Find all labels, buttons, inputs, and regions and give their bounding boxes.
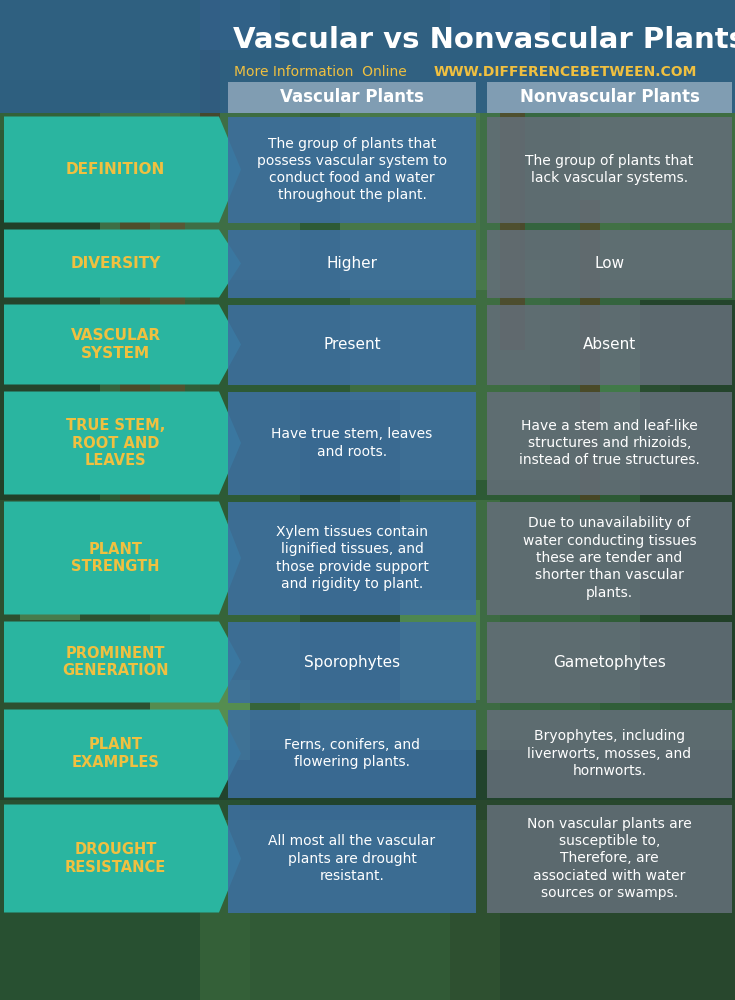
Text: PLANT
STRENGTH: PLANT STRENGTH xyxy=(71,542,159,574)
FancyBboxPatch shape xyxy=(460,510,660,740)
Text: PLANT
EXAMPLES: PLANT EXAMPLES xyxy=(71,737,159,770)
FancyBboxPatch shape xyxy=(580,100,735,280)
Text: VASCULAR
SYSTEM: VASCULAR SYSTEM xyxy=(71,328,160,361)
Text: Higher: Higher xyxy=(326,256,378,271)
FancyBboxPatch shape xyxy=(228,502,476,614)
Polygon shape xyxy=(4,304,241,384)
FancyBboxPatch shape xyxy=(600,500,735,750)
Polygon shape xyxy=(4,116,241,223)
FancyBboxPatch shape xyxy=(580,200,600,500)
Text: The group of plants that
possess vascular system to
conduct food and water
throu: The group of plants that possess vascula… xyxy=(257,137,447,202)
FancyBboxPatch shape xyxy=(500,280,735,480)
Text: Bryophytes, including
liverworts, mosses, and
hornworts.: Bryophytes, including liverworts, mosses… xyxy=(528,729,692,778)
FancyBboxPatch shape xyxy=(0,0,180,130)
Text: Non vascular plants are
susceptible to,
Therefore, are
associated with water
sou: Non vascular plants are susceptible to, … xyxy=(527,817,692,900)
FancyBboxPatch shape xyxy=(228,116,476,223)
FancyBboxPatch shape xyxy=(228,82,476,113)
FancyBboxPatch shape xyxy=(0,200,100,500)
FancyBboxPatch shape xyxy=(500,100,525,350)
Text: DIVERSITY: DIVERSITY xyxy=(71,256,161,271)
Text: WWW.DIFFERENCEBETWEEN.COM: WWW.DIFFERENCEBETWEEN.COM xyxy=(434,65,697,79)
FancyBboxPatch shape xyxy=(0,80,160,280)
FancyBboxPatch shape xyxy=(228,391,476,494)
FancyBboxPatch shape xyxy=(487,621,732,702)
FancyBboxPatch shape xyxy=(160,120,185,470)
FancyBboxPatch shape xyxy=(487,391,732,494)
Text: Vascular vs Nonvascular Plants: Vascular vs Nonvascular Plants xyxy=(234,26,735,54)
FancyBboxPatch shape xyxy=(487,304,732,384)
FancyBboxPatch shape xyxy=(228,304,476,384)
Text: Have a stem and leaf-like
structures and rhizoids,
instead of true structures.: Have a stem and leaf-like structures and… xyxy=(519,419,700,467)
FancyBboxPatch shape xyxy=(150,0,350,100)
FancyBboxPatch shape xyxy=(0,0,735,113)
FancyBboxPatch shape xyxy=(20,540,80,620)
FancyBboxPatch shape xyxy=(487,502,732,614)
FancyBboxPatch shape xyxy=(640,300,735,700)
Text: Ferns, conifers, and
flowering plants.: Ferns, conifers, and flowering plants. xyxy=(284,738,420,769)
FancyBboxPatch shape xyxy=(487,804,732,912)
FancyBboxPatch shape xyxy=(300,400,400,700)
FancyBboxPatch shape xyxy=(200,0,280,50)
FancyBboxPatch shape xyxy=(300,0,450,80)
FancyBboxPatch shape xyxy=(0,800,250,1000)
FancyBboxPatch shape xyxy=(400,600,480,700)
Text: DEFINITION: DEFINITION xyxy=(66,162,165,177)
FancyBboxPatch shape xyxy=(150,300,400,480)
FancyBboxPatch shape xyxy=(487,710,732,798)
Text: Present: Present xyxy=(323,337,381,352)
FancyBboxPatch shape xyxy=(150,680,250,760)
FancyBboxPatch shape xyxy=(300,500,500,750)
FancyBboxPatch shape xyxy=(340,90,520,290)
FancyBboxPatch shape xyxy=(480,80,630,280)
FancyBboxPatch shape xyxy=(120,150,150,550)
Polygon shape xyxy=(4,391,241,494)
FancyBboxPatch shape xyxy=(487,116,732,223)
FancyBboxPatch shape xyxy=(200,0,220,200)
Text: DROUGHT
RESISTANCE: DROUGHT RESISTANCE xyxy=(65,842,166,875)
Polygon shape xyxy=(4,230,241,298)
FancyBboxPatch shape xyxy=(0,750,735,1000)
FancyBboxPatch shape xyxy=(150,520,350,720)
FancyBboxPatch shape xyxy=(228,621,476,702)
Text: Due to unavailability of
water conducting tissues
these are tender and
shorter t: Due to unavailability of water conductin… xyxy=(523,516,696,600)
FancyBboxPatch shape xyxy=(228,230,476,298)
Text: More Information  Online: More Information Online xyxy=(234,65,406,79)
FancyBboxPatch shape xyxy=(560,0,735,110)
Text: Gametophytes: Gametophytes xyxy=(553,654,666,670)
FancyBboxPatch shape xyxy=(487,230,732,298)
Text: TRUE STEM,
ROOT AND
LEAVES: TRUE STEM, ROOT AND LEAVES xyxy=(66,418,165,468)
Text: Vascular Plants: Vascular Plants xyxy=(280,89,424,106)
FancyBboxPatch shape xyxy=(0,500,180,750)
FancyBboxPatch shape xyxy=(600,350,680,450)
Text: The group of plants that
lack vascular systems.: The group of plants that lack vascular s… xyxy=(526,154,694,185)
FancyBboxPatch shape xyxy=(450,800,735,1000)
Polygon shape xyxy=(4,710,241,798)
Text: Xylem tissues contain
lignified tissues, and
those provide support
and rigidity : Xylem tissues contain lignified tissues,… xyxy=(276,525,429,591)
FancyBboxPatch shape xyxy=(228,804,476,912)
FancyBboxPatch shape xyxy=(228,710,476,798)
Text: Low: Low xyxy=(595,256,625,271)
FancyBboxPatch shape xyxy=(100,100,300,280)
FancyBboxPatch shape xyxy=(450,0,550,40)
Text: Nonvascular Plants: Nonvascular Plants xyxy=(520,89,700,106)
FancyBboxPatch shape xyxy=(350,260,550,480)
Text: PROMINENT
GENERATION: PROMINENT GENERATION xyxy=(62,646,169,678)
FancyBboxPatch shape xyxy=(487,82,732,113)
FancyBboxPatch shape xyxy=(0,280,200,480)
FancyBboxPatch shape xyxy=(250,60,370,220)
Text: Absent: Absent xyxy=(583,337,636,352)
Polygon shape xyxy=(4,804,241,912)
FancyBboxPatch shape xyxy=(420,0,600,120)
Text: Have true stem, leaves
and roots.: Have true stem, leaves and roots. xyxy=(271,427,433,459)
FancyBboxPatch shape xyxy=(200,820,500,1000)
Polygon shape xyxy=(4,621,241,702)
Polygon shape xyxy=(4,502,241,614)
Text: All most all the vascular
plants are drought
resistant.: All most all the vascular plants are dro… xyxy=(268,834,436,883)
Text: Sporophytes: Sporophytes xyxy=(304,654,400,670)
